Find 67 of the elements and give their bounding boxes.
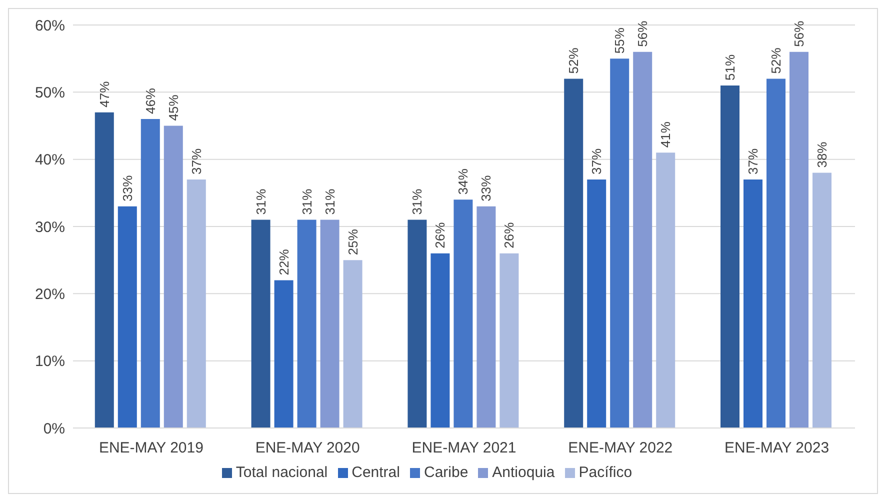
bar <box>343 260 362 428</box>
bar <box>454 200 473 428</box>
bar <box>251 220 270 428</box>
data-label: 33% <box>120 174 135 202</box>
y-tick-label: 30% <box>34 218 65 236</box>
bar <box>320 220 340 428</box>
legend-label: Total nacional <box>236 464 328 481</box>
y-tick-label: 20% <box>34 286 65 303</box>
bar <box>500 253 519 428</box>
data-label: 56% <box>791 20 806 47</box>
bar <box>186 179 206 428</box>
legend-label: Pacífico <box>578 464 632 481</box>
y-tick-label: 40% <box>34 152 65 169</box>
data-label: 46% <box>142 88 158 114</box>
bar <box>297 220 316 428</box>
bar <box>430 253 450 428</box>
bar <box>587 179 606 428</box>
data-label: 51% <box>722 54 738 80</box>
bar <box>476 206 496 428</box>
bar <box>812 172 832 428</box>
bar <box>164 126 183 428</box>
data-label: 52% <box>768 47 784 74</box>
data-label: 37% <box>589 148 604 174</box>
data-label: 45% <box>166 94 181 121</box>
legend-label: Antioquia <box>492 464 555 481</box>
x-tick-label: ENE-MAY 2020 <box>255 440 360 457</box>
bar <box>274 280 294 428</box>
data-label: 56% <box>635 20 650 47</box>
data-label: 25% <box>345 228 360 256</box>
bar <box>408 220 427 428</box>
data-label: 31% <box>410 188 425 215</box>
y-tick-label: 10% <box>34 353 65 370</box>
data-label: 41% <box>658 121 674 148</box>
data-label: 26% <box>432 222 448 248</box>
bar <box>610 58 630 428</box>
bar <box>766 78 786 428</box>
y-tick-label: 50% <box>34 84 65 102</box>
bar <box>140 119 160 428</box>
legend-label: Central <box>352 464 400 481</box>
y-tick-label: 60% <box>34 17 65 34</box>
data-label: 52% <box>566 47 582 74</box>
bar <box>633 52 652 428</box>
data-label: 31% <box>299 188 314 215</box>
data-label: 31% <box>322 188 338 215</box>
bar <box>94 112 114 428</box>
x-tick-label: ENE-MAY 2019 <box>98 440 204 457</box>
data-label: 26% <box>502 222 517 248</box>
x-tick-label: ENE-MAY 2021 <box>412 440 516 457</box>
data-label: 55% <box>612 27 628 54</box>
data-label: 37% <box>188 148 204 174</box>
data-label: 37% <box>745 148 760 174</box>
data-label: 47% <box>96 80 112 108</box>
bar <box>118 206 137 428</box>
bar <box>656 152 676 428</box>
data-label: 38% <box>814 141 830 168</box>
data-label: 34% <box>456 168 471 195</box>
bar <box>789 52 808 428</box>
x-tick-label: ENE-MAY 2022 <box>568 440 673 457</box>
legend-label: Caribe <box>424 464 468 481</box>
data-label: 31% <box>253 188 268 215</box>
x-tick-label: ENE-MAY 2023 <box>724 440 830 457</box>
bar <box>564 78 584 428</box>
y-tick-label: 0% <box>43 420 65 438</box>
data-label: 22% <box>276 248 292 276</box>
bar <box>743 179 762 428</box>
data-label: 33% <box>478 174 494 202</box>
bar <box>720 85 740 428</box>
